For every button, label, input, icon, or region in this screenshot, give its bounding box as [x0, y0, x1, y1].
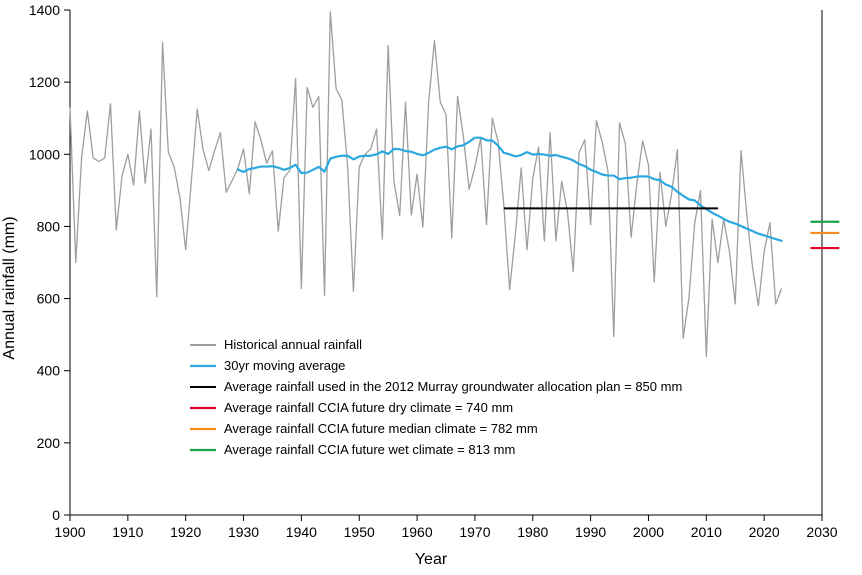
- legend: Historical annual rainfall 30yr moving av…: [190, 337, 682, 457]
- legend-label: 30yr moving average: [224, 358, 345, 373]
- svg-text:1980: 1980: [517, 524, 548, 540]
- svg-text:1400: 1400: [29, 2, 60, 18]
- series-historical: [70, 12, 782, 356]
- rainfall-chart: 0 200 400 600 800 1000 1200 1400 1900 1910 1920 193…: [0, 0, 862, 575]
- svg-text:1960: 1960: [401, 524, 432, 540]
- svg-text:800: 800: [37, 218, 61, 234]
- svg-text:2000: 2000: [633, 524, 664, 540]
- svg-text:2020: 2020: [749, 524, 780, 540]
- series-moving-average: [238, 138, 782, 241]
- svg-text:1910: 1910: [112, 524, 143, 540]
- svg-text:600: 600: [37, 291, 61, 307]
- legend-label: Average rainfall CCIA future dry climate…: [224, 400, 513, 415]
- svg-text:2010: 2010: [691, 524, 722, 540]
- svg-text:200: 200: [37, 435, 61, 451]
- svg-text:1900: 1900: [54, 524, 85, 540]
- svg-text:2030: 2030: [806, 524, 837, 540]
- svg-text:1000: 1000: [29, 146, 60, 162]
- y-axis-label: Annual rainfall (mm): [1, 216, 19, 359]
- legend-label: Historical annual rainfall: [224, 337, 362, 352]
- svg-text:1950: 1950: [344, 524, 375, 540]
- svg-text:1990: 1990: [575, 524, 606, 540]
- legend-label: Average rainfall CCIA future median clim…: [224, 421, 538, 436]
- legend-label: Average rainfall used in the 2012 Murray…: [224, 379, 682, 394]
- svg-text:1940: 1940: [286, 524, 317, 540]
- svg-text:1200: 1200: [29, 74, 60, 90]
- chart-container: Annual rainfall (mm) Year 0 200 400 600 800 1…: [0, 0, 862, 575]
- x-axis-label: Year: [415, 551, 447, 569]
- svg-text:1970: 1970: [459, 524, 490, 540]
- svg-text:400: 400: [37, 363, 61, 379]
- svg-text:1930: 1930: [228, 524, 259, 540]
- legend-label: Average rainfall CCIA future wet climate…: [224, 442, 515, 457]
- svg-text:1920: 1920: [170, 524, 201, 540]
- svg-text:0: 0: [52, 507, 60, 523]
